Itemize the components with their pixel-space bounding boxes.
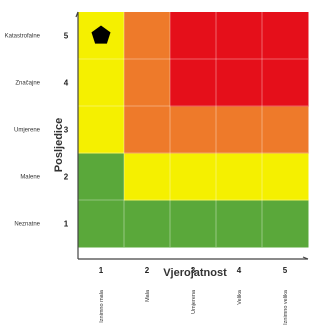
row-label: Katastrofalne [5,34,41,40]
matrix-cell [170,153,217,201]
matrix-cell [262,59,309,107]
matrix-cell [262,153,309,201]
row-labels: Neznatne Malene Umjerene Značajne Katastrofa… [5,34,41,228]
matrix-cell [216,153,263,201]
matrix-cell [78,106,125,154]
matrix-cell [216,59,263,107]
y-axis-title: Posljedice [53,118,65,172]
row-label: Značajne [15,81,40,87]
row-label: Umjerene [14,128,41,134]
row-number: 5 [64,32,69,41]
matrix-cell [170,59,217,107]
matrix-cell [124,106,171,154]
matrix-cell [170,200,217,248]
row-number: 2 [64,173,69,182]
marker-layer [91,25,111,44]
matrix-cell [78,200,125,248]
matrix-cells [78,12,309,248]
matrix-cell [216,12,263,60]
column-number: 4 [237,266,242,275]
matrix-cell [78,153,125,201]
column-number: 3 [191,266,196,275]
row-numbers: 1 2 3 4 5 [64,32,69,229]
risk-marker-pentagon [91,25,111,44]
column-labels: Iznimno mala Mala Umjerena Velika Iznimno ve… [99,289,289,325]
row-label: Malene [20,175,40,181]
x-axis-title: Vjerojatnost [163,267,227,279]
row-number: 1 [64,220,69,229]
column-label: Umjerena [191,289,197,314]
matrix-cell [78,59,125,107]
matrix-cell [216,106,263,154]
column-number: 5 [283,266,288,275]
matrix-cell [262,106,309,154]
matrix-cell [124,12,171,60]
column-number: 1 [99,266,104,275]
column-label: Mala [145,289,151,302]
x-axis-arrow [302,256,309,260]
matrix-cell [262,200,309,248]
matrix-cell [216,200,263,248]
matrix-cell [124,200,171,248]
matrix-cell [124,153,171,201]
matrix-cell [170,12,217,60]
column-number: 2 [145,266,150,275]
matrix-cell [262,12,309,60]
matrix-gridlines [78,12,308,247]
row-label: Neznatne [14,222,40,228]
matrix-cell [170,106,217,154]
column-label: Iznimno mala [99,289,105,323]
column-label: Iznimno velika [283,289,289,325]
row-number: 3 [64,126,69,135]
column-label: Velika [237,289,243,305]
matrix-cell [124,59,171,107]
row-number: 4 [64,79,69,88]
y-axis-arrow [75,11,79,18]
column-numbers: 1 2 3 4 5 [99,266,288,275]
